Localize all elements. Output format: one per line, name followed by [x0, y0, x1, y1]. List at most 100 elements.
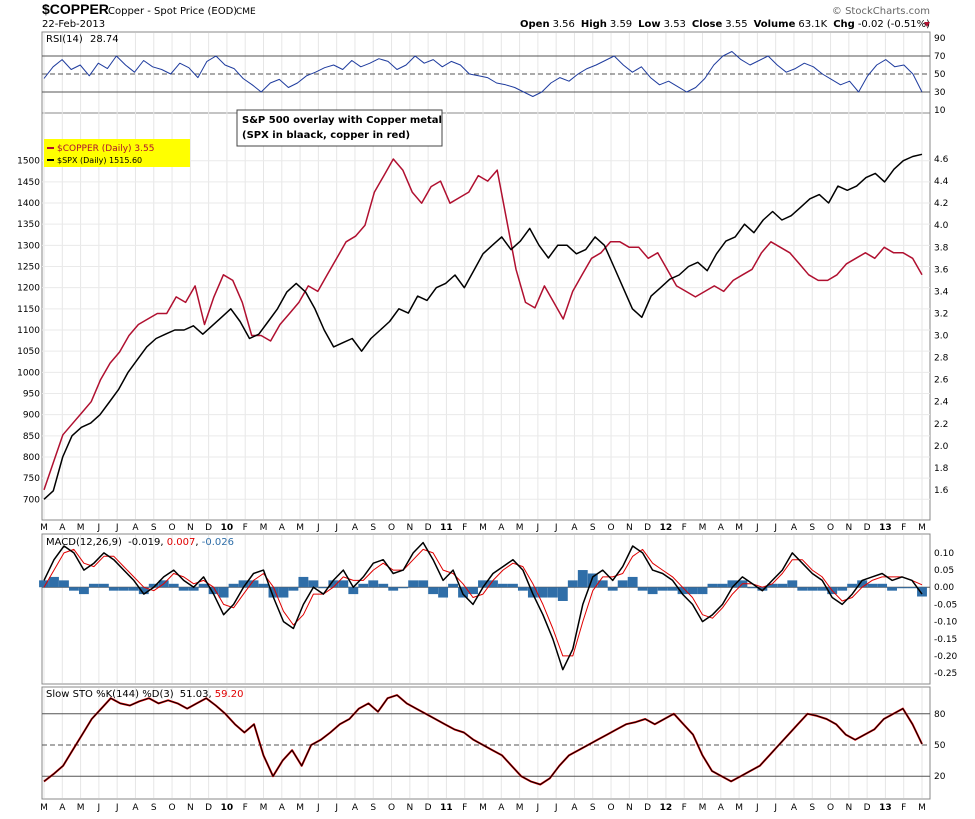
- macd-histogram-bar: [49, 576, 59, 588]
- copper-tick-label: 3.6: [934, 265, 949, 275]
- macd-tick-label: -0.25: [934, 669, 957, 679]
- month-tick-label: M: [260, 523, 268, 533]
- macd-histogram-bar: [218, 587, 229, 598]
- month-tick-label: N: [845, 803, 852, 813]
- macd-histogram-bar: [817, 587, 828, 591]
- month-tick-label: S: [590, 523, 596, 533]
- tick-layer: MMAAMMJJJJAASSOONNDD1010FFMMAAMMJJJJAASS…: [17, 34, 957, 813]
- rsi-line: [43, 51, 923, 97]
- macd-histogram-bar: [707, 583, 718, 588]
- month-tick-label: S: [370, 803, 376, 813]
- month-tick-label: J: [536, 803, 540, 813]
- macd-histogram-bar: [108, 587, 119, 591]
- macd-histogram-bar: [488, 580, 498, 588]
- month-tick-label: M: [77, 523, 85, 533]
- macd-histogram-bar: [897, 587, 907, 589]
- macd-histogram-bar: [428, 587, 439, 595]
- month-tick-label: M: [516, 523, 524, 533]
- macd-histogram-bar: [647, 587, 658, 595]
- spx-tick-label: 900: [23, 411, 40, 421]
- macd-histogram-bar: [717, 583, 728, 588]
- month-tick-label: M: [918, 523, 926, 533]
- macd-histogram-bar: [288, 587, 299, 591]
- copper-tick-label: 4.4: [934, 177, 949, 187]
- month-tick-label: D: [205, 523, 212, 533]
- macd-histogram-bar: [797, 587, 808, 591]
- copper-tick-label: 1.8: [934, 464, 949, 474]
- month-tick-label: D: [205, 803, 212, 813]
- ohlc-value: 3.55: [725, 19, 747, 30]
- copper-tick-label: 3.2: [934, 309, 948, 319]
- spx-tick-label: 1250: [17, 263, 40, 273]
- spx-tick-label: 800: [23, 453, 40, 463]
- macd-histogram-bar: [448, 583, 459, 588]
- month-tick-label: F: [682, 803, 687, 813]
- macd-histogram-bar: [907, 587, 917, 589]
- month-tick-label: J: [97, 523, 101, 533]
- annotation-line-1: S&P 500 overlay with Copper metal: [242, 115, 442, 126]
- month-tick-label: N: [626, 523, 633, 533]
- ohlc-value: 63.1K: [798, 19, 827, 30]
- month-tick-label: S: [151, 523, 157, 533]
- month-tick-label: M: [479, 523, 487, 533]
- month-tick-label: J: [115, 803, 119, 813]
- rsi-tick-label: 70: [934, 52, 946, 62]
- month-tick-label: D: [644, 523, 651, 533]
- rsi-value: 28.74: [90, 34, 119, 45]
- macd-histogram-bar: [138, 587, 149, 595]
- ohlc-label: Close: [692, 19, 723, 30]
- month-tick-label: D: [864, 803, 871, 813]
- macd-histogram-bar: [268, 587, 279, 598]
- macd-histogram-bar: [667, 587, 678, 591]
- month-tick-label: M: [516, 803, 524, 813]
- macd-histogram-bar: [917, 587, 927, 597]
- watermark: © StockCharts.com: [832, 6, 930, 17]
- copper-tick-label: 3.4: [934, 287, 949, 297]
- month-tick-label: J: [536, 523, 540, 533]
- copper-tick-label: 4.2: [934, 199, 948, 209]
- macd-tick-label: -0.15: [934, 635, 957, 645]
- month-tick-label: D: [425, 523, 432, 533]
- stoch-tick-label: 50: [934, 741, 946, 751]
- macd-histogram-bar: [348, 587, 359, 595]
- macd-histogram-bar: [88, 583, 99, 588]
- month-tick-label: N: [187, 523, 194, 533]
- month-tick-label: A: [791, 523, 798, 533]
- month-tick-label: F: [462, 803, 467, 813]
- macd-histogram-bar: [757, 587, 768, 591]
- stoch-k-line: [43, 694, 923, 785]
- macd-histogram-bar: [677, 587, 688, 595]
- macd-histogram-bar: [537, 587, 548, 598]
- stoch-label-group: Slow STO %K(144) %D(3) 51.03, 59.20: [46, 689, 243, 700]
- month-tick-label: M: [296, 523, 304, 533]
- month-tick-label: F: [682, 523, 687, 533]
- stoch-d-value: 59.20: [215, 689, 244, 700]
- month-tick-label: 12: [660, 803, 673, 813]
- copper-line: [43, 158, 923, 491]
- spx-tick-label: 1450: [17, 178, 40, 188]
- month-tick-label: N: [626, 803, 633, 813]
- month-tick-label: A: [352, 803, 359, 813]
- spx-tick-label: 950: [23, 389, 40, 399]
- grid-layer: [42, 33, 930, 798]
- month-tick-label: A: [718, 803, 725, 813]
- macd-histogram-bar: [807, 587, 818, 591]
- spx-tick-label: 850: [23, 432, 40, 442]
- macd-tick-label: -0.05: [934, 600, 957, 610]
- month-tick-label: J: [755, 803, 759, 813]
- chart-name: Copper - Spot Price (EOD): [108, 6, 237, 17]
- month-tick-label: M: [296, 803, 304, 813]
- macd-histogram-bar: [388, 587, 399, 591]
- month-tick-label: A: [571, 523, 578, 533]
- month-tick-label: M: [40, 803, 48, 813]
- month-tick-label: A: [132, 523, 139, 533]
- copper-tick-label: 2.8: [934, 354, 949, 364]
- month-tick-label: 13: [879, 803, 892, 813]
- month-tick-label: J: [334, 803, 338, 813]
- macd-histogram-bar: [358, 583, 369, 588]
- month-tick-label: S: [809, 803, 815, 813]
- month-tick-label: J: [316, 523, 320, 533]
- month-tick-label: M: [735, 523, 743, 533]
- macd-histogram-bar: [438, 587, 449, 598]
- month-tick-label: A: [132, 803, 139, 813]
